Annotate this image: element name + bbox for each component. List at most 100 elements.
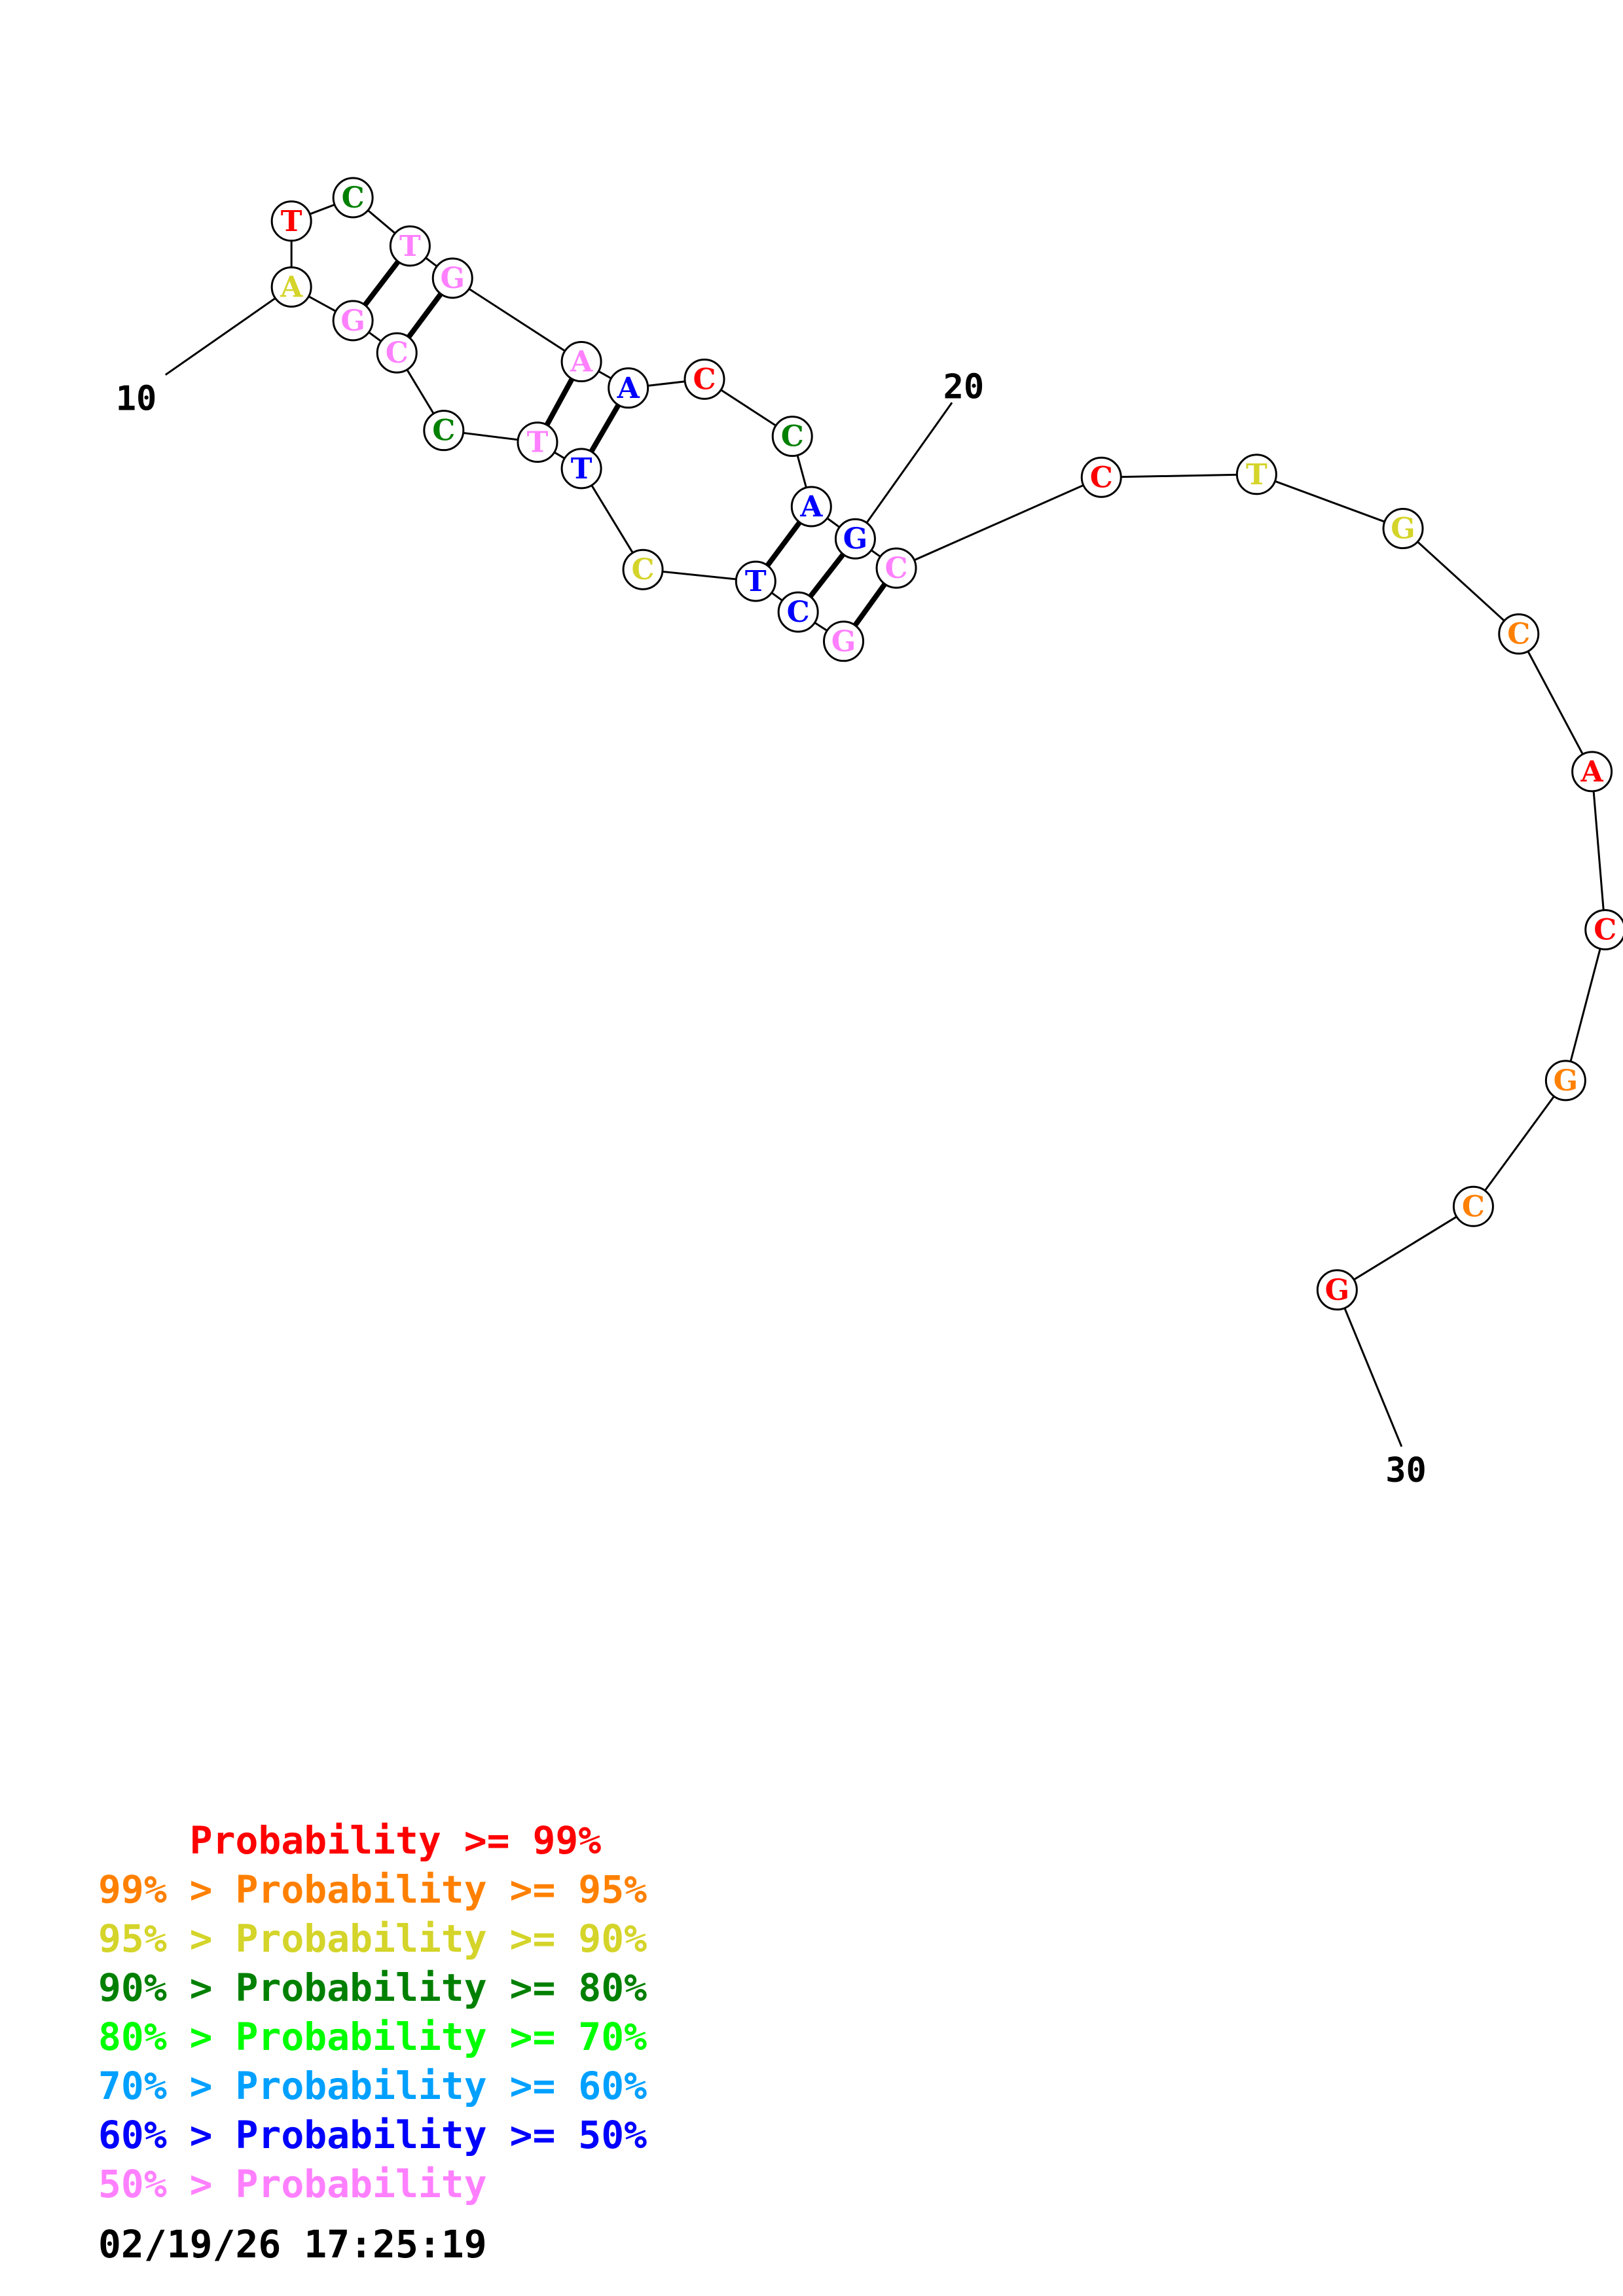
nucleotide-circle <box>1235 454 1277 495</box>
nucleotide-C: C <box>1498 613 1540 655</box>
nucleotide-letter: C <box>432 414 455 448</box>
nucleotide-circle <box>560 341 602 383</box>
position-tick-lines <box>164 286 1403 1447</box>
probability-legend: Probability >= 99% 99% > Probability >= 9… <box>98 1816 647 2209</box>
nucleotide-A: A <box>1571 751 1613 793</box>
nucleotide-circle <box>790 486 832 528</box>
nucleotide-circle <box>1382 508 1424 550</box>
nucleotide-letter: T <box>1246 458 1267 492</box>
legend-row: 90% > Probability >= 80% <box>98 1965 647 2010</box>
nucleotide-letter: T <box>745 565 767 598</box>
nucleotide-circle <box>622 548 664 590</box>
nucleotide-C: C <box>332 177 374 219</box>
tick-line-10 <box>164 286 293 376</box>
nucleotide-T: T <box>735 560 776 602</box>
nucleotide-letter: C <box>1594 913 1616 946</box>
nucleotide-letter: T <box>527 426 549 459</box>
nucleotide-letter: A <box>280 270 303 304</box>
tick-line-20 <box>854 402 953 540</box>
nucleotide-letter: T <box>399 230 421 263</box>
nucleotide-C: C <box>1080 456 1122 498</box>
nucleotide-circle <box>1544 1060 1586 1102</box>
nucleotide-C: C <box>1452 1185 1494 1227</box>
nucleotide-circle <box>376 332 418 374</box>
nucleotide-G: G <box>431 257 473 299</box>
nucleotide-letter: C <box>693 363 716 396</box>
nucleotide-circle <box>1316 1269 1358 1311</box>
nucleotide-circle <box>560 448 602 490</box>
nucleotide-letter: C <box>787 596 810 629</box>
position-label-20: 20 <box>943 368 985 407</box>
nucleotide-circle <box>823 620 865 662</box>
legend-row: 95% > Probability >= 90% <box>98 1916 647 1961</box>
nucleotide-circle <box>517 422 558 463</box>
legend-row: 50% > Probability <box>98 2162 487 2206</box>
nucleotide-letter: C <box>885 552 908 585</box>
backbone-segment <box>1336 1206 1474 1291</box>
nucleotide-letter: A <box>1580 755 1604 789</box>
nucleotide-circle <box>270 266 312 308</box>
nucleotide-circle <box>875 547 917 589</box>
nucleotide-A: A <box>270 266 312 308</box>
nucleotide-A: A <box>608 367 649 409</box>
nucleotide-letter: C <box>386 336 409 370</box>
nucleotide-G: G <box>1316 1269 1358 1311</box>
nucleotide-C: C <box>1584 909 1623 950</box>
nucleotide-circle <box>771 416 813 457</box>
nucleotide-C: C <box>423 410 465 452</box>
backbone-segment <box>1472 1080 1567 1208</box>
nucleotide-A: A <box>560 341 602 383</box>
nucleotide-circle <box>1571 751 1613 793</box>
nucleotide-circle <box>332 300 374 342</box>
nucleotide-G: G <box>823 620 865 662</box>
nucleotide-letter: C <box>1507 618 1530 651</box>
position-label-30: 30 <box>1385 1451 1427 1490</box>
nucleotide-circle <box>270 200 312 242</box>
nucleotide-letter: G <box>440 262 465 295</box>
nucleotide-circle <box>332 177 374 219</box>
backbone-segment <box>1101 473 1257 478</box>
nucleotide-circle <box>608 367 649 409</box>
nucleotide-letter: C <box>781 420 804 454</box>
backbone-lines <box>290 196 1607 1291</box>
nucleotide-letter: C <box>342 181 365 215</box>
nucleotide-letter: G <box>1554 1064 1578 1098</box>
legend-row: 99% > Probability >= 95% <box>98 1867 647 1912</box>
nucleotide-C: C <box>771 416 813 457</box>
nucleotide-circle <box>834 518 876 560</box>
legend-row: 70% > Probability >= 60% <box>98 2064 647 2108</box>
nucleotide-letter: A <box>570 346 593 379</box>
nucleotide-C: C <box>376 332 418 374</box>
nucleotide-letter: G <box>831 625 856 658</box>
nucleotide-G: G <box>332 300 374 342</box>
nucleotide-C: C <box>684 358 725 400</box>
nucleotide-circle <box>1498 613 1540 655</box>
nucleotide-circle <box>1080 456 1122 498</box>
nucleotide-A: A <box>790 486 832 528</box>
nucleotide-G: G <box>1382 508 1424 550</box>
nucleotide-T: T <box>1235 454 1277 495</box>
timestamp: 02/19/26 17:25:19 <box>98 2222 487 2267</box>
backbone-segment <box>1402 528 1520 635</box>
backbone-segment <box>452 277 582 363</box>
nucleotide-circle <box>1584 909 1623 950</box>
nucleotide-T: T <box>389 225 431 267</box>
nucleotide-circle <box>423 410 465 452</box>
nucleotide-T: T <box>270 200 312 242</box>
legend-row: 80% > Probability >= 70% <box>98 2015 647 2059</box>
nucleotide-letter: G <box>1391 512 1415 546</box>
backbone-segment <box>1518 633 1593 772</box>
nucleotide-C: C <box>622 548 664 590</box>
nucleotide-letter: T <box>281 205 302 238</box>
nucleotide-letter: A <box>617 372 640 405</box>
backbone-segment <box>896 476 1102 569</box>
nucleotide-letter: C <box>632 553 655 586</box>
nucleotide-letter: A <box>799 490 823 524</box>
nucleotide-circle <box>777 591 819 633</box>
nucleotide-letter: G <box>340 304 365 338</box>
position-label-10: 10 <box>116 379 157 418</box>
nucleotide-T: T <box>517 422 558 463</box>
nucleotide-C: C <box>777 591 819 633</box>
